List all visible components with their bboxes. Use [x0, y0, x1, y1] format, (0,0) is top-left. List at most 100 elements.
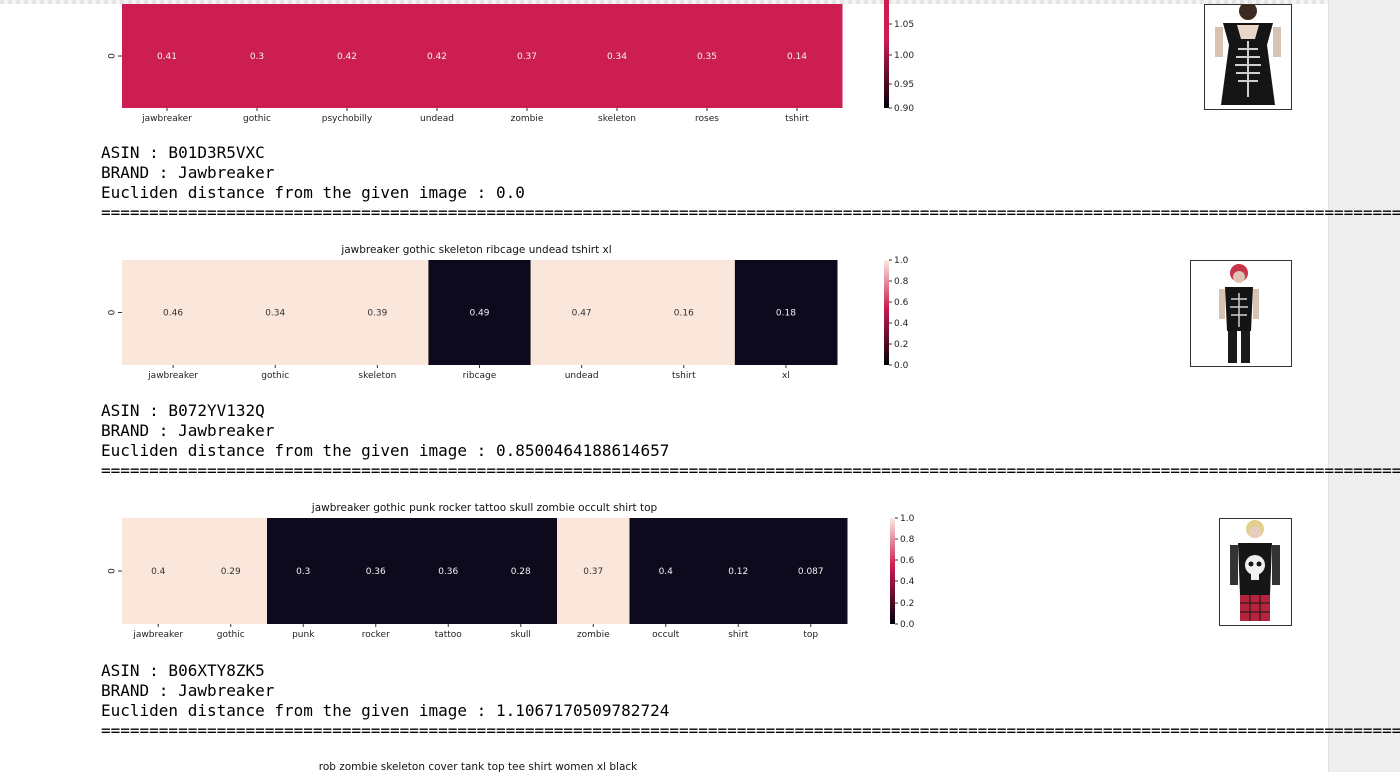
output-plots: 0 0.41 jawbreaker 0.3 gothic 0.42 psychobilly 0… [108, 0, 915, 772]
heatmap-cell [224, 260, 327, 365]
ribcage-shirt-photo-icon [1191, 261, 1291, 366]
dress-photo-icon [1205, 2, 1291, 109]
colorbar-tick-label: 0.8 [900, 535, 915, 545]
x-tick-label: punk [292, 630, 315, 640]
heatmap-3: jawbreaker gothic punk rocker tattoo sku… [108, 502, 915, 640]
x-tick-label: tshirt [672, 371, 696, 381]
colorbar-tick-label: 0.95 [894, 80, 914, 90]
x-tick-label: tshirt [785, 114, 809, 124]
cell-value-label: 0.4 [151, 567, 166, 577]
colorbar-tick-label: 1.05 [894, 20, 914, 30]
cell-value-label: 0.39 [367, 309, 387, 319]
x-tick-label: gothic [217, 630, 245, 640]
separator-line: ========================================… [101, 461, 1400, 480]
heatmap-title: jawbreaker gothic punk rocker tattoo sku… [311, 502, 658, 514]
colorbar-tick-label: 1.0 [900, 514, 915, 524]
next-heatmap-title: rob zombie skeleton cover tank top tee s… [319, 761, 638, 772]
heatmap-cell [774, 518, 848, 624]
cell-value-label: 0.37 [583, 567, 603, 577]
colorbar-tick-label: 1.00 [894, 51, 914, 61]
cell-value-label: 0.42 [337, 52, 357, 62]
brand-line: BRAND : Jawbreaker [101, 421, 275, 440]
product-photo-3 [1219, 518, 1292, 626]
heatmap-cell [267, 518, 340, 624]
colorbar-tick-label: 0.0 [894, 361, 909, 371]
heatmap-cell [702, 518, 775, 624]
cell-value-label: 0.14 [787, 52, 807, 62]
cell-value-label: 0.4 [659, 567, 674, 577]
cell-value-label: 0.29 [221, 567, 241, 577]
heatmap-cell [339, 518, 413, 624]
distance-line: Eucliden distance from the given image :… [101, 701, 670, 720]
colorbar-tick-label: 0.6 [894, 298, 909, 308]
heatmap-cell [572, 4, 663, 108]
heatmap-cell [122, 518, 195, 624]
colorbar-tick-label: 0.90 [894, 104, 914, 114]
notebook-right-gutter[interactable] [1328, 0, 1400, 772]
y-tick-label: 0 [108, 568, 118, 574]
cell-value-label: 0.34 [607, 52, 627, 62]
result-1-info: ASIN : B01D3R5VXC BRAND : Jawbreaker Euc… [101, 143, 1400, 223]
heatmap-cell [326, 260, 429, 365]
heatmap-1: 0 0.41 jawbreaker 0.3 gothic 0.42 psychobilly 0… [108, 0, 914, 124]
x-tick-label: gothic [243, 114, 271, 124]
cell-value-label: 0.12 [728, 567, 748, 577]
brand-line: BRAND : Jawbreaker [101, 681, 275, 700]
colorbar-tick-label: 0.4 [900, 577, 915, 587]
heatmap-cell [629, 518, 703, 624]
x-tick-label: psychobilly [322, 114, 373, 124]
x-tick-label: jawbreaker [141, 114, 192, 124]
cell-value-label: 0.087 [798, 567, 824, 577]
brand-line: BRAND : Jawbreaker [101, 163, 275, 182]
cell-value-label: 0.37 [517, 52, 537, 62]
heatmap-cell [752, 4, 843, 108]
cell-value-label: 0.46 [163, 309, 183, 319]
colorbar-tick-label: 0.0 [900, 620, 915, 630]
asin-line: ASIN : B072YV132Q [101, 401, 265, 420]
x-tick-label: skull [511, 630, 531, 640]
cell-value-label: 0.16 [674, 309, 694, 319]
x-tick-label: occult [652, 630, 680, 640]
cell-value-label: 0.36 [438, 567, 458, 577]
colorbar-tick-label: 1.0 [894, 256, 909, 266]
cell-value-label: 0.35 [697, 52, 717, 62]
cell-value-label: 0.41 [157, 52, 177, 62]
product-photo-1 [1204, 2, 1292, 110]
colorbar [890, 518, 895, 624]
colorbar-tick-label: 0.4 [894, 319, 909, 329]
cell-value-label: 0.36 [366, 567, 386, 577]
result-3-info: ASIN : B06XTY8ZK5 BRAND : Jawbreaker Euc… [101, 661, 1400, 741]
separator-line: ========================================… [101, 203, 1400, 222]
heatmap-cell [212, 4, 303, 108]
heatmap-cell [530, 260, 634, 365]
heatmap-2: jawbreaker gothic skeleton ribcage undea… [108, 244, 909, 381]
colorbar [884, 0, 889, 108]
x-tick-label: roses [695, 114, 719, 124]
heatmap-cell [632, 260, 736, 365]
heatmap-cell [428, 260, 532, 365]
distance-line: Eucliden distance from the given image :… [101, 441, 670, 460]
x-tick-label: tattoo [435, 630, 463, 640]
x-tick-label: jawbreaker [132, 630, 183, 640]
heatmap-cell [122, 260, 225, 365]
x-tick-label: shirt [728, 630, 749, 640]
y-tick-label: 0 [108, 53, 118, 59]
asin-line: ASIN : B01D3R5VXC [101, 143, 265, 162]
x-tick-label: ribcage [463, 371, 497, 381]
colorbar-tick-label: 0.8 [894, 277, 909, 287]
colorbar-tick-label: 0.2 [894, 340, 908, 350]
product-photo-2 [1190, 260, 1292, 367]
x-tick-label: undead [420, 114, 454, 124]
x-tick-label: top [803, 630, 818, 640]
cell-value-label: 0.18 [776, 309, 796, 319]
x-tick-label: rocker [362, 630, 390, 640]
y-tick-label: 0 [108, 309, 118, 315]
heatmap-cell [122, 4, 213, 108]
skull-shirt-photo-icon [1220, 519, 1291, 625]
heatmap-cell [392, 4, 483, 108]
notebook-top-scroll-edge [0, 0, 1328, 4]
heatmap-cell [557, 518, 630, 624]
x-tick-label: skeleton [598, 114, 636, 124]
result-2-info: ASIN : B072YV132Q BRAND : Jawbreaker Euc… [101, 401, 1400, 481]
cell-value-label: 0.47 [572, 309, 592, 319]
